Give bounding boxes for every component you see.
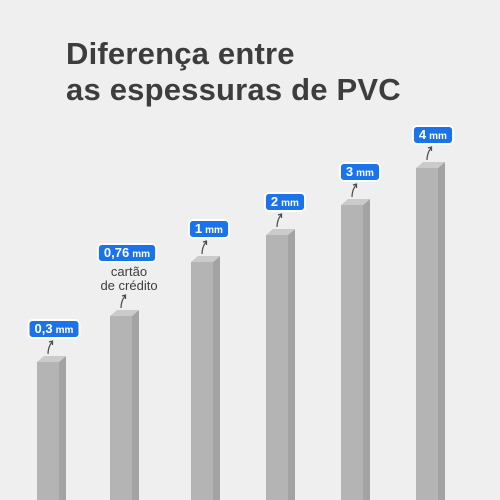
page-title: Diferença entre as espessuras de PVC (66, 36, 401, 108)
thickness-label: 0,76 mm (96, 243, 158, 263)
bar-side-face (59, 356, 66, 500)
bar-side-face (213, 256, 220, 500)
thickness-label: 3 mm (338, 162, 382, 182)
curved-arrow-up-icon (120, 294, 127, 309)
thickness-item-3: 2 mm (263, 192, 307, 500)
bar-top-face (37, 356, 66, 362)
bar-side-face (132, 310, 139, 500)
bar-side-face (288, 229, 295, 500)
label-pill (187, 219, 231, 239)
thickness-item-5: 4 mm (411, 125, 455, 500)
bar-front-face (191, 262, 213, 500)
bar-front-face (37, 362, 59, 500)
thickness-item-2: 1 mm (187, 219, 231, 500)
title-line-1: Diferença entre (66, 36, 295, 71)
thickness-item-0: 0,3 mm (27, 319, 81, 500)
bar-top-face (416, 162, 445, 168)
bar-top-face (341, 199, 370, 205)
label-pill (263, 192, 307, 212)
bar-top-face (110, 310, 139, 316)
note-line-0: cartão (111, 264, 147, 279)
bar-top-face (266, 229, 295, 235)
title-line-2: as espessuras de PVC (66, 72, 401, 107)
curved-arrow-up-icon (47, 340, 54, 355)
bar-side-face (363, 199, 370, 500)
thickness-value: 0,3 mm (35, 321, 74, 336)
bar-front-face (266, 235, 288, 500)
bar-front-face (341, 205, 363, 500)
thickness-label: 2 mm (263, 192, 307, 212)
curved-arrow-up-icon (426, 146, 433, 161)
thickness-label: 0,3 mm (27, 319, 81, 339)
curved-arrow-up-icon (201, 240, 208, 255)
curved-arrow-up-icon (351, 183, 358, 198)
bar-front-face (416, 168, 438, 500)
label-pill (338, 162, 382, 182)
label-pill (411, 125, 455, 145)
bar-side-face (438, 162, 445, 500)
thickness-value: 4 mm (419, 127, 447, 142)
bar-front-face (110, 316, 132, 500)
curved-arrow-up-icon (276, 213, 283, 228)
label-pill (27, 319, 81, 339)
thickness-value: 3 mm (346, 164, 374, 179)
thickness-value: 0,76 mm (104, 245, 150, 260)
bar-top-face (191, 256, 220, 262)
thickness-value: 1 mm (195, 221, 223, 236)
thickness-label: 1 mm (187, 219, 231, 239)
label-pill (96, 243, 158, 263)
note-line-1: de crédito (100, 278, 157, 293)
thickness-value: 2 mm (271, 194, 299, 209)
thickness-item-4: 3 mm (338, 162, 382, 500)
thickness-label: 4 mm (411, 125, 455, 145)
